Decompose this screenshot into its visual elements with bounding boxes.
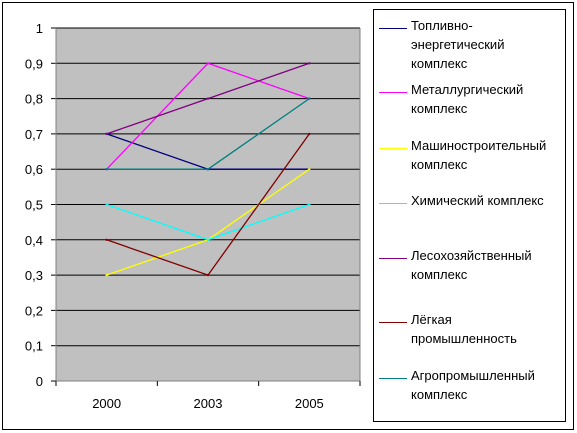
legend-label: Химический комплекс <box>411 193 544 208</box>
x-tick-label: 2005 <box>295 396 324 411</box>
legend-label: Агропромышленный комплекс <box>411 368 535 402</box>
legend-item: Топливно-энергетический комплекс <box>374 14 564 71</box>
y-tick-label: 0,4 <box>25 233 43 248</box>
data-point <box>105 203 108 206</box>
y-tick-label: 1 <box>36 21 43 36</box>
y-tick-label: 0,9 <box>25 56 43 71</box>
legend-item: Химический комплекс <box>374 189 564 239</box>
legend-label: Машиностроительный комплекс <box>411 138 547 172</box>
legend-item: Лёгкая промышленность <box>374 308 564 358</box>
data-point <box>206 97 210 100</box>
data-point <box>105 168 108 171</box>
legend-item: Агропромышленный комплекс <box>374 364 564 414</box>
legend-item: Лесохозяйственный комплекс <box>374 244 564 294</box>
legend-swatch <box>379 148 407 149</box>
y-tick-label: 0,2 <box>25 303 43 318</box>
x-tick-label: 2000 <box>92 396 121 411</box>
data-point <box>308 97 311 100</box>
legend-label: Металлургический комплекс <box>411 82 524 116</box>
y-tick-label: 0,8 <box>25 92 43 107</box>
y-tick-label: 0,3 <box>25 268 43 283</box>
data-point <box>308 62 311 65</box>
legend-label: Топливно-энергетический комплекс <box>411 18 505 71</box>
legend-label: Лесохозяйственный комплекс <box>411 248 532 282</box>
legend-swatch <box>379 378 407 379</box>
data-point <box>308 132 311 136</box>
y-tick-label: 0,7 <box>25 127 43 142</box>
legend-swatch <box>379 258 407 259</box>
data-point <box>206 273 210 277</box>
data-point <box>105 273 108 277</box>
y-tick-label: 0 <box>36 374 43 389</box>
legend-swatch <box>379 203 407 204</box>
legend-swatch <box>379 92 407 93</box>
data-point <box>308 203 311 206</box>
data-point <box>105 132 108 136</box>
data-point <box>206 168 210 171</box>
legend-item: Металлургический комплекс <box>374 78 564 128</box>
legend-swatch <box>379 28 407 29</box>
legend-swatch <box>379 322 407 323</box>
y-tick-label: 0,1 <box>25 339 43 354</box>
x-tick-label: 2003 <box>194 396 223 411</box>
chart-legend: Топливно-энергетический комплекс Металлу… <box>373 9 566 422</box>
y-tick-label: 0,6 <box>25 162 43 177</box>
y-tick-label: 0,5 <box>25 198 43 213</box>
data-point <box>105 238 108 241</box>
legend-item: Машиностроительный комплекс <box>374 134 564 184</box>
data-point <box>206 238 210 241</box>
legend-label: Лёгкая промышленность <box>411 312 517 346</box>
data-point <box>308 168 311 171</box>
data-point <box>206 62 210 65</box>
